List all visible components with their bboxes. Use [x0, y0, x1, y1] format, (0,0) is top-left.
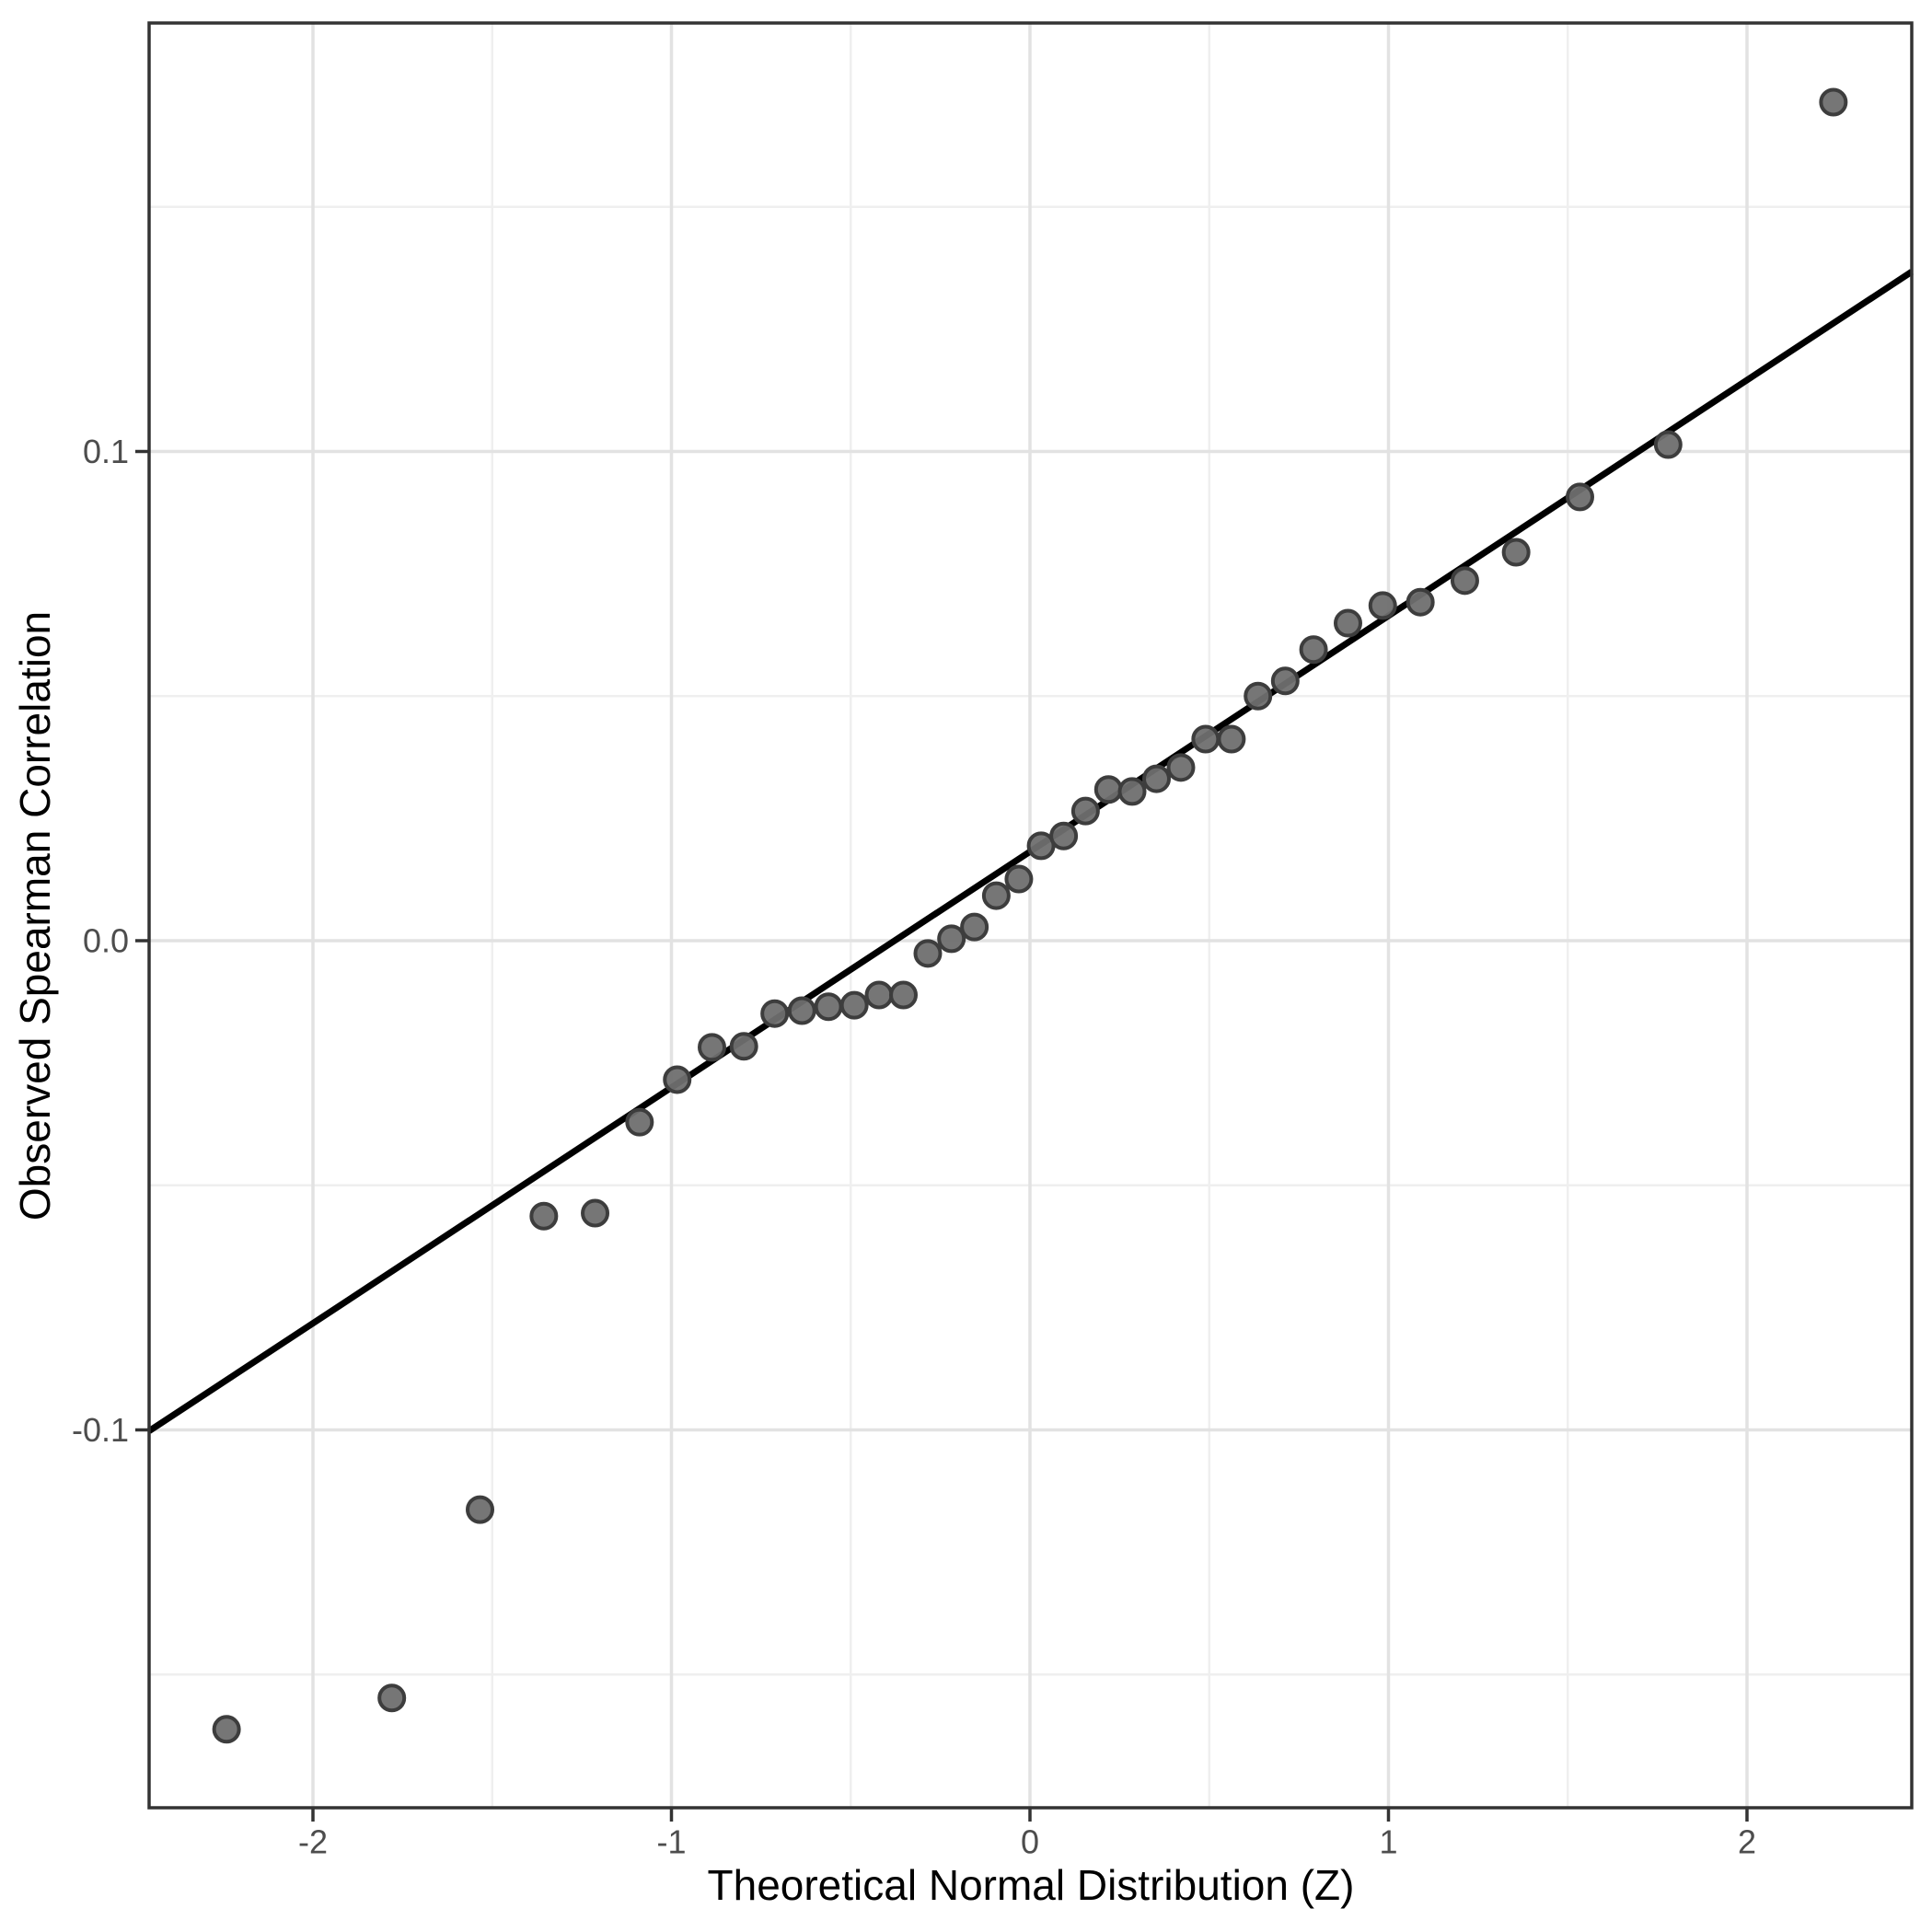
data-point: [729, 1032, 758, 1061]
data-point: [1819, 87, 1848, 117]
x-tick-label: 2: [1738, 1823, 1756, 1861]
data-point: [981, 881, 1011, 910]
y-tick-label: 0.0: [83, 922, 129, 960]
data-point: [937, 924, 966, 954]
data-point: [1166, 753, 1196, 782]
data-point: [1333, 608, 1362, 638]
data-point: [377, 1683, 407, 1713]
data-point: [1299, 635, 1328, 665]
data-point: [889, 980, 919, 1010]
data-point: [529, 1201, 559, 1231]
data-point: [787, 996, 816, 1025]
data-point: [960, 912, 989, 942]
data-point: [913, 939, 943, 968]
data-point: [864, 980, 894, 1010]
data-point: [1244, 681, 1273, 711]
data-point: [839, 990, 869, 1020]
x-tick-label: 1: [1379, 1823, 1397, 1861]
data-point: [760, 999, 790, 1028]
data-point: [1565, 482, 1594, 512]
data-point: [1217, 724, 1246, 754]
data-point: [1093, 775, 1123, 804]
data-point: [1070, 796, 1100, 826]
data-point: [1004, 864, 1034, 894]
data-point: [698, 1033, 727, 1062]
data-point: [581, 1198, 610, 1228]
y-axis-title: Observed Spearman Correlation: [11, 611, 59, 1221]
data-points-layer: [212, 87, 1848, 1744]
x-tick-label: 0: [1021, 1823, 1039, 1861]
data-point: [1049, 821, 1079, 850]
data-point: [663, 1065, 692, 1094]
data-point: [1501, 538, 1531, 567]
y-tick-label: 0.1: [83, 433, 129, 470]
data-point: [1141, 764, 1171, 793]
data-point: [212, 1715, 241, 1744]
y-tick-label: -0.1: [72, 1411, 129, 1449]
data-point: [1270, 666, 1300, 696]
data-point: [1406, 587, 1435, 617]
data-point: [1117, 777, 1147, 806]
x-axis-title: Theoretical Normal Distribution (Z): [708, 1861, 1355, 1909]
data-point: [1450, 566, 1479, 596]
axis-ticks-layer: [135, 449, 1749, 1822]
x-tick-label: -2: [298, 1823, 328, 1861]
data-point: [1653, 430, 1683, 459]
data-point: [625, 1107, 654, 1137]
data-point: [1368, 591, 1397, 620]
data-point: [1191, 724, 1221, 754]
data-point: [466, 1495, 495, 1524]
major-gridlines: [149, 23, 1912, 1808]
x-tick-label: -1: [656, 1823, 686, 1861]
data-point: [814, 992, 843, 1022]
tick-labels-layer: -2 -1 0 1 2 0.1 0.0 -0.1: [72, 433, 1756, 1861]
